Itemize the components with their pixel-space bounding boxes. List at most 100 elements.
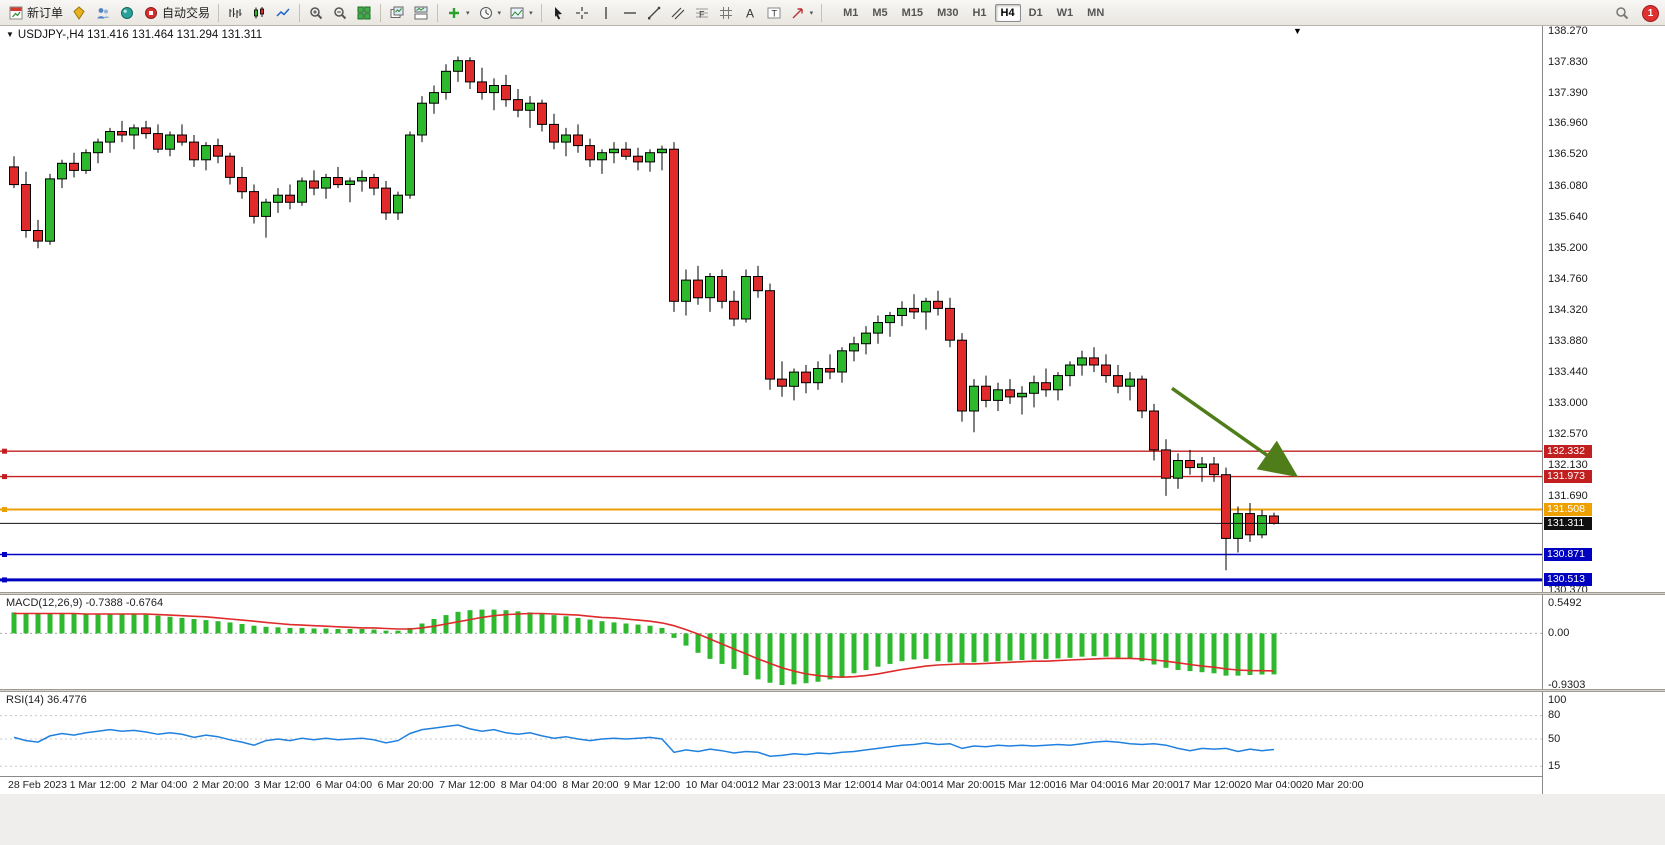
new-order-button[interactable]: 新订单 <box>4 1 67 25</box>
candle <box>549 123 559 143</box>
candle <box>741 276 751 320</box>
candle <box>1041 382 1051 391</box>
candle <box>177 134 187 143</box>
candle <box>717 276 727 302</box>
candle <box>417 102 427 136</box>
horizontal-line-button[interactable] <box>618 1 642 25</box>
candle <box>1269 515 1279 524</box>
candle <box>261 201 271 217</box>
symbol-collapse-icon[interactable]: ▼ <box>6 30 14 39</box>
arrange-icon <box>413 5 429 21</box>
toolbar-separator <box>299 3 301 22</box>
templates-button[interactable]: ▾ <box>505 1 537 25</box>
candlestick-chart-button[interactable] <box>247 1 271 25</box>
search-button[interactable] <box>1610 1 1634 25</box>
rsi-line <box>13 724 1275 757</box>
candle <box>957 339 967 412</box>
candle <box>1149 410 1159 451</box>
time-axis[interactable]: 28 Feb 2023 1 Mar 12:00 2 Mar 04:00 2 Mar 2… <box>0 776 1542 795</box>
periods-button[interactable]: ▾ <box>474 1 506 25</box>
autotrading-button[interactable]: 自动交易 <box>139 1 214 25</box>
cascade-icon <box>389 5 405 21</box>
candle <box>33 230 43 242</box>
rsi-panel[interactable]: RSI(14) 36.4776 <box>0 692 1542 776</box>
candle <box>873 322 883 334</box>
clock-icon <box>478 5 494 21</box>
indicators-button[interactable]: ▾ <box>442 1 474 25</box>
navigator-icon <box>119 5 135 21</box>
data-window-button[interactable] <box>91 1 115 25</box>
price-axis-label: 137.830 <box>1548 55 1588 68</box>
bar-chart-button[interactable] <box>223 1 247 25</box>
candle <box>21 184 31 231</box>
time-axis-label: 1 Mar 12:00 <box>69 779 126 791</box>
main-chart-panel[interactable]: ▼ USDJPY-,H4 131.416 131.464 131.294 131.… <box>0 26 1542 592</box>
chart-title-text: USDJPY-,H4 131.416 131.464 131.294 131.3… <box>17 29 263 41</box>
timeframe-m30-button[interactable]: M30 <box>937 6 959 19</box>
candle <box>453 60 463 72</box>
candle <box>597 152 607 161</box>
timeframe-h1-button[interactable]: H1 <box>972 6 987 19</box>
candle <box>1173 460 1183 479</box>
panel-splitter[interactable] <box>0 689 1665 692</box>
candle <box>465 60 475 83</box>
timeframe-w1-button[interactable]: W1 <box>1056 6 1074 19</box>
shapes-button[interactable] <box>714 1 738 25</box>
toolbar-buttons: 新订单 自动交易 ▾ ▾ ▾ F A T ▾ <box>0 1 826 25</box>
line-chart-button[interactable] <box>271 1 295 25</box>
candle <box>501 85 511 101</box>
candle <box>1221 474 1231 539</box>
channel-button[interactable] <box>666 1 690 25</box>
candle <box>297 180 307 203</box>
timeframe-mn-button[interactable]: MN <box>1087 6 1105 19</box>
candle <box>669 148 679 302</box>
price-chart-canvas[interactable] <box>0 26 1542 592</box>
arrange-windows-button[interactable] <box>409 1 433 25</box>
candle <box>801 371 811 384</box>
arrows-button[interactable]: ▾ <box>786 1 818 25</box>
candle <box>1053 375 1063 391</box>
timeframe-m15-button[interactable]: M15 <box>901 6 924 19</box>
crosshair-button[interactable] <box>570 1 594 25</box>
rsi-canvas[interactable] <box>0 692 1542 776</box>
chart-window: ▼ USDJPY-,H4 131.416 131.464 131.294 131.… <box>0 25 1665 845</box>
time-axis-label: 15 Mar 12:00 <box>993 779 1056 791</box>
time-axis-label: 13 Mar 12:00 <box>808 779 871 791</box>
price-axis-label: 137.390 <box>1548 86 1588 99</box>
label-icon: T <box>766 5 782 21</box>
navigator-button[interactable] <box>115 1 139 25</box>
zoom-out-button[interactable] <box>328 1 352 25</box>
time-axis-label: 14 Mar 20:00 <box>932 779 994 791</box>
tile-windows-button[interactable] <box>352 1 376 25</box>
price-axis[interactable]: 138.270 137.830 137.390 136.960 136.520 136.0… <box>1542 25 1665 794</box>
candle <box>1005 389 1015 398</box>
market-watch-button[interactable] <box>67 1 91 25</box>
label-button[interactable]: T <box>762 1 786 25</box>
timeframe-m5-button[interactable]: M5 <box>872 6 888 19</box>
candle <box>921 300 931 313</box>
cascade-windows-button[interactable] <box>385 1 409 25</box>
timeframe-h4-button[interactable]: H4 <box>994 3 1021 22</box>
candle <box>1113 375 1123 387</box>
macd-signal-line <box>14 612 1275 679</box>
candle <box>561 134 571 143</box>
notification-badge[interactable]: 1 <box>1642 4 1659 22</box>
macd-axis-label: -0.9303 <box>1548 678 1586 691</box>
macd-panel[interactable]: MACD(12,26,9) -0.7388 -0.6764 <box>0 595 1542 689</box>
candle <box>93 141 103 154</box>
trendline-button[interactable] <box>642 1 666 25</box>
candle <box>885 315 895 324</box>
candle <box>837 350 847 373</box>
panel-splitter[interactable] <box>0 592 1665 595</box>
crosshair-icon <box>574 5 590 21</box>
zoom-in-button[interactable] <box>304 1 328 25</box>
rsi-axis-label: 80 <box>1548 709 1561 722</box>
fibonacci-button[interactable]: F <box>690 1 714 25</box>
text-button[interactable]: A <box>738 1 762 25</box>
macd-canvas[interactable] <box>0 595 1542 689</box>
timeframe-d1-button[interactable]: D1 <box>1028 6 1043 19</box>
vertical-line-button[interactable] <box>594 1 618 25</box>
timeframe-m1-button[interactable]: M1 <box>843 6 859 19</box>
candle <box>753 276 763 292</box>
cursor-button[interactable] <box>546 1 570 25</box>
